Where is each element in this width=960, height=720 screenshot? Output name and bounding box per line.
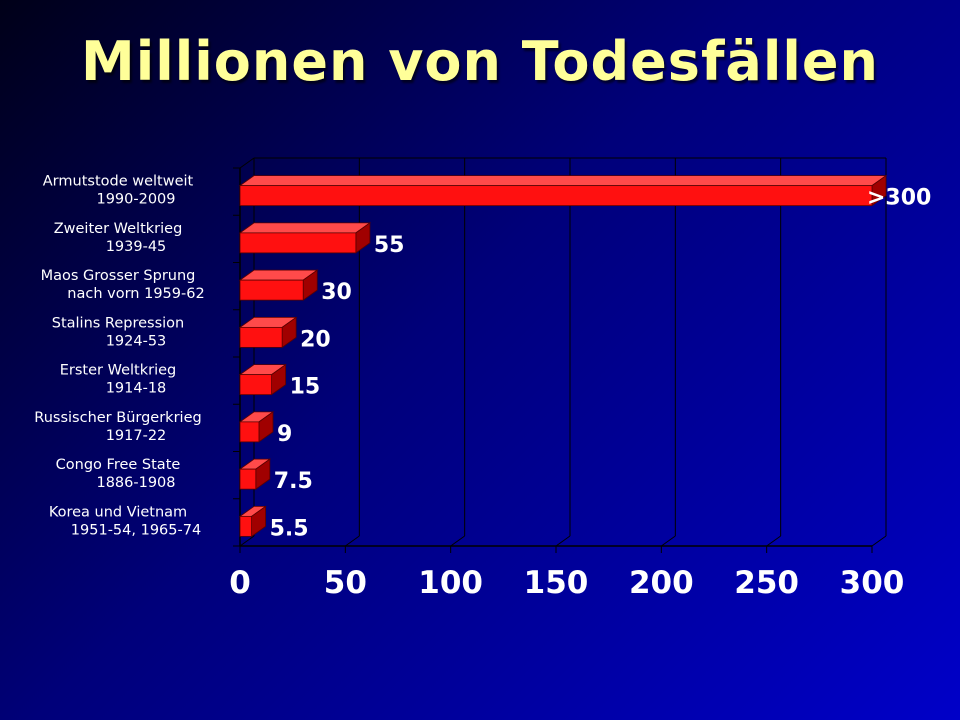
data-label: 20 [300, 327, 331, 352]
category-label-line: 1951-54, 1965-74 [71, 522, 201, 538]
category-label-line: nach vorn 1959-62 [67, 286, 204, 302]
category-label-line: 1939-45 [106, 239, 167, 255]
category-label: Congo Free State 1886-1908 [56, 457, 181, 491]
gridline-floor [450, 535, 465, 547]
chart-title: Millionen von Todesfällen [81, 30, 879, 93]
x-tick-label: 250 [734, 565, 799, 601]
bar [239, 515, 252, 537]
category-label-line: 1990-2009 [96, 192, 175, 208]
data-label: 30 [321, 280, 352, 305]
bar [239, 279, 304, 301]
gridline-floor [871, 535, 887, 547]
gridline-floor [345, 535, 360, 547]
category-label-line: 1914-18 [106, 381, 167, 397]
category-label: Stalins Repression 1924-53 [52, 315, 185, 349]
data-label: >300 [867, 186, 931, 211]
gridline-floor [239, 535, 255, 547]
bar [239, 185, 873, 207]
category-label: Erster Weltkrieg 1914-18 [60, 363, 177, 397]
category-label-line: Stalins Repression [52, 315, 185, 331]
gridline-floor [555, 535, 571, 547]
category-label-line: Erster Weltkrieg [60, 363, 177, 379]
x-tick-label: 300 [840, 565, 905, 601]
data-label: 7.5 [274, 469, 313, 494]
x-tick-label: 0 [229, 565, 251, 601]
x-tick-label: 150 [524, 565, 589, 601]
category-label-line: Zweiter Weltkrieg [54, 221, 183, 237]
bar-top [238, 175, 888, 187]
category-label-line: Korea und Vietnam [49, 504, 187, 520]
category-label-line: 1886-1908 [96, 475, 175, 491]
bar-top [238, 222, 372, 234]
category-label: Maos Grosser Sprung nach vorn 1959-62 [41, 268, 205, 302]
y-axis-depth [239, 157, 255, 169]
category-label-line: Congo Free State [56, 457, 181, 473]
category-label: Armutstode weltweit 1990-2009 [43, 174, 194, 208]
bar [239, 326, 283, 348]
bar [239, 468, 257, 490]
bar [239, 421, 260, 443]
x-tick-label: 50 [324, 565, 367, 601]
category-label-line: Russischer Bürgerkrieg [34, 410, 201, 426]
gridline-floor [661, 535, 676, 547]
x-tick-label: 200 [629, 565, 694, 601]
x-tick-label: 100 [418, 565, 483, 601]
category-label-line: Maos Grosser Sprung [41, 268, 196, 284]
category-label: Zweiter Weltkrieg 1939-45 [54, 221, 183, 255]
data-label: 15 [290, 375, 321, 400]
category-label: Korea und Vietnam 1951-54, 1965-74 [49, 504, 201, 538]
data-label: 5.5 [270, 516, 309, 541]
data-label: 9 [277, 422, 292, 447]
bar [239, 232, 357, 254]
category-label-line: 1924-53 [106, 333, 167, 349]
data-label: 55 [374, 233, 405, 258]
category-label: Russischer Bürgerkrieg 1917-22 [34, 410, 201, 444]
bar [239, 374, 273, 396]
category-label-line: 1917-22 [106, 428, 167, 444]
plot-area [240, 158, 886, 546]
category-label-line: Armutstode weltweit [43, 174, 194, 190]
gridline-floor [766, 535, 781, 547]
